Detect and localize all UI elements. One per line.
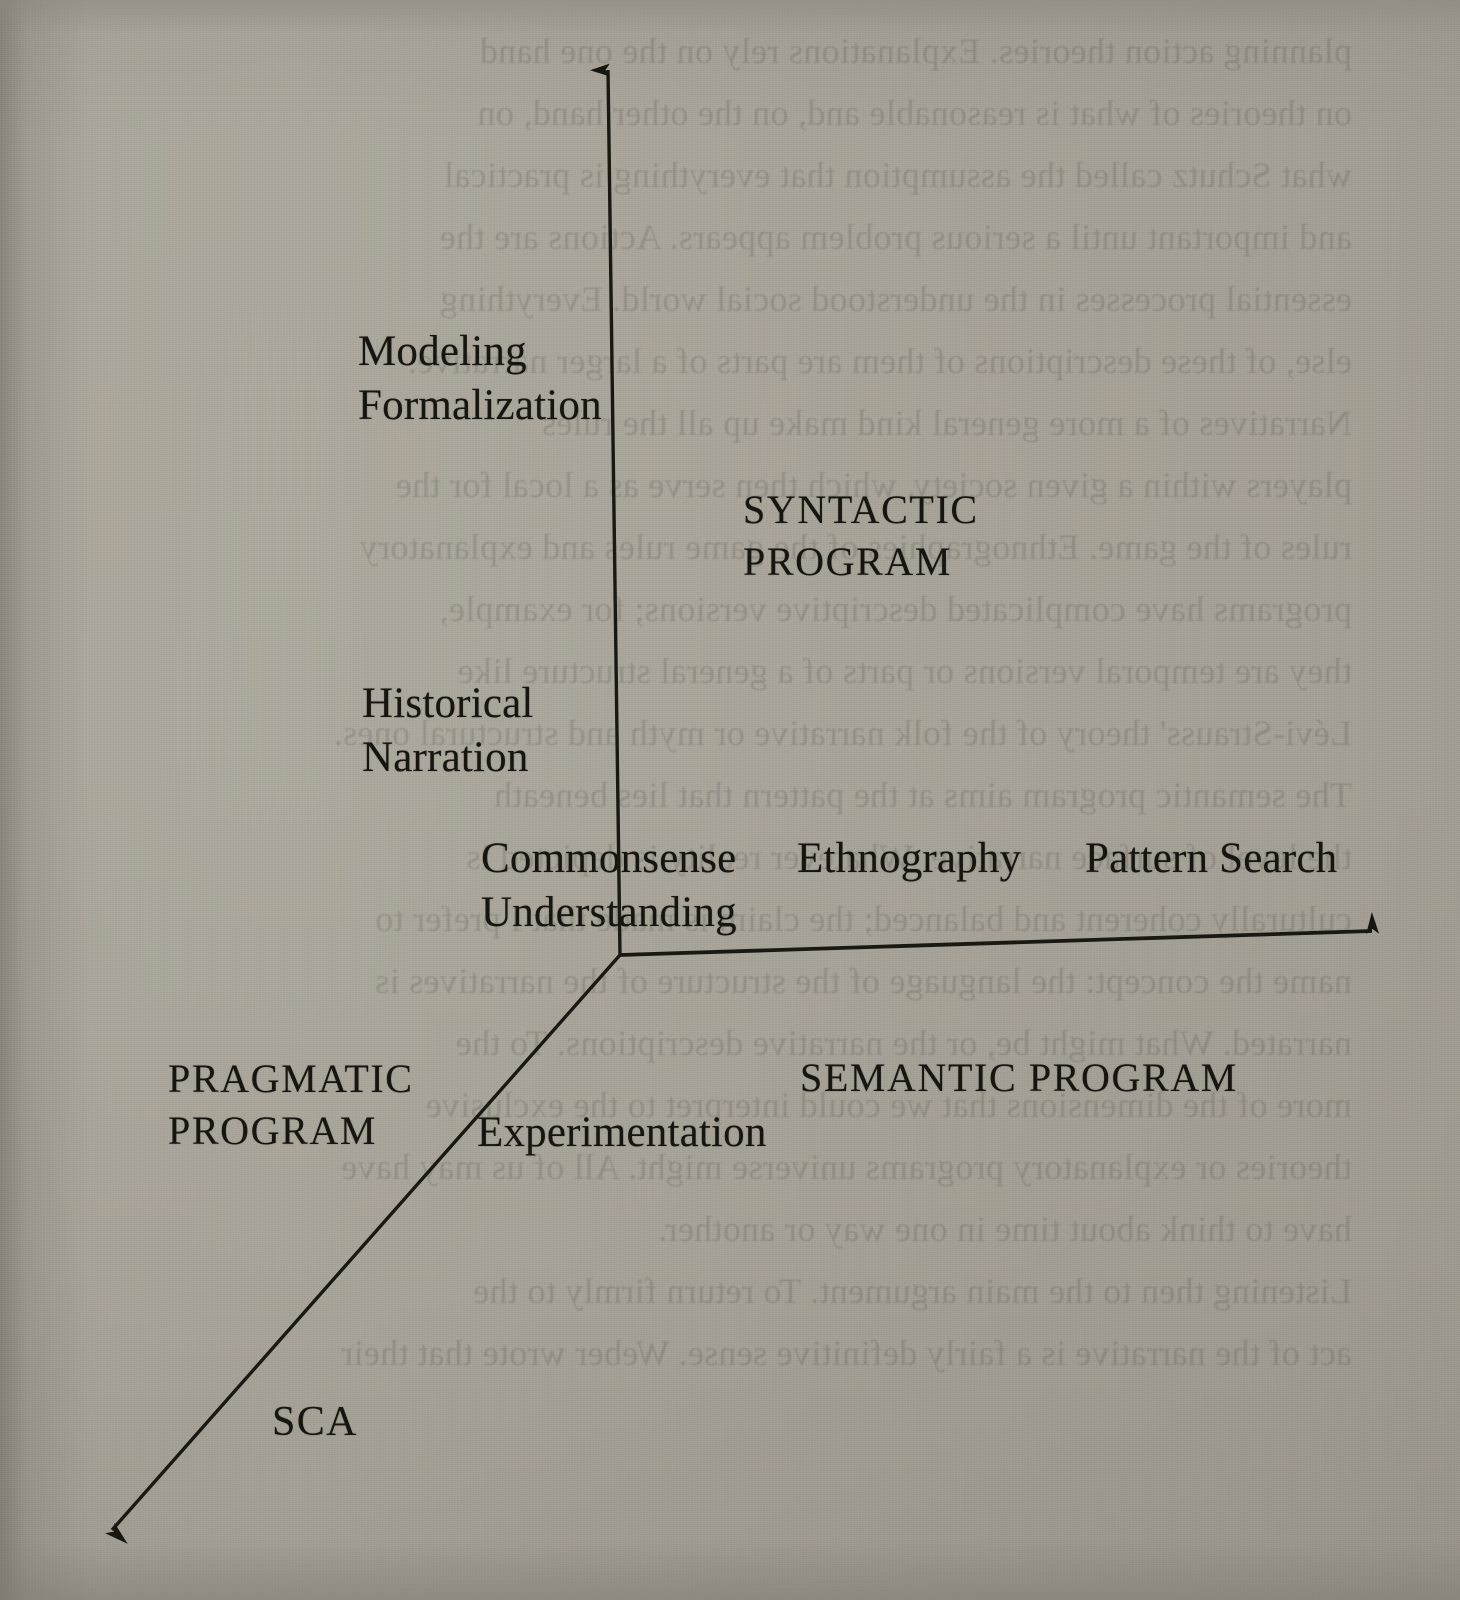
label-semantic-program: SEMANTIC PROGRAM <box>800 1055 1238 1100</box>
label-experimentation: Experimentation <box>477 1109 767 1156</box>
label-historical-narration: Historical Narration <box>362 680 534 781</box>
label-pragmatic-program: PRAGMATIC PROGRAM <box>168 1056 414 1153</box>
label-syntactic-program: SYNTACTIC PROGRAM <box>743 487 979 584</box>
label-modeling-formalization: Modeling Formalization <box>358 328 602 429</box>
label-sca: SCA <box>272 1399 358 1445</box>
label-pattern-search: Pattern Search <box>1085 835 1338 882</box>
label-commonsense-understanding: Commonsense Understanding <box>481 835 737 936</box>
label-ethnography: Ethnography <box>797 835 1022 882</box>
